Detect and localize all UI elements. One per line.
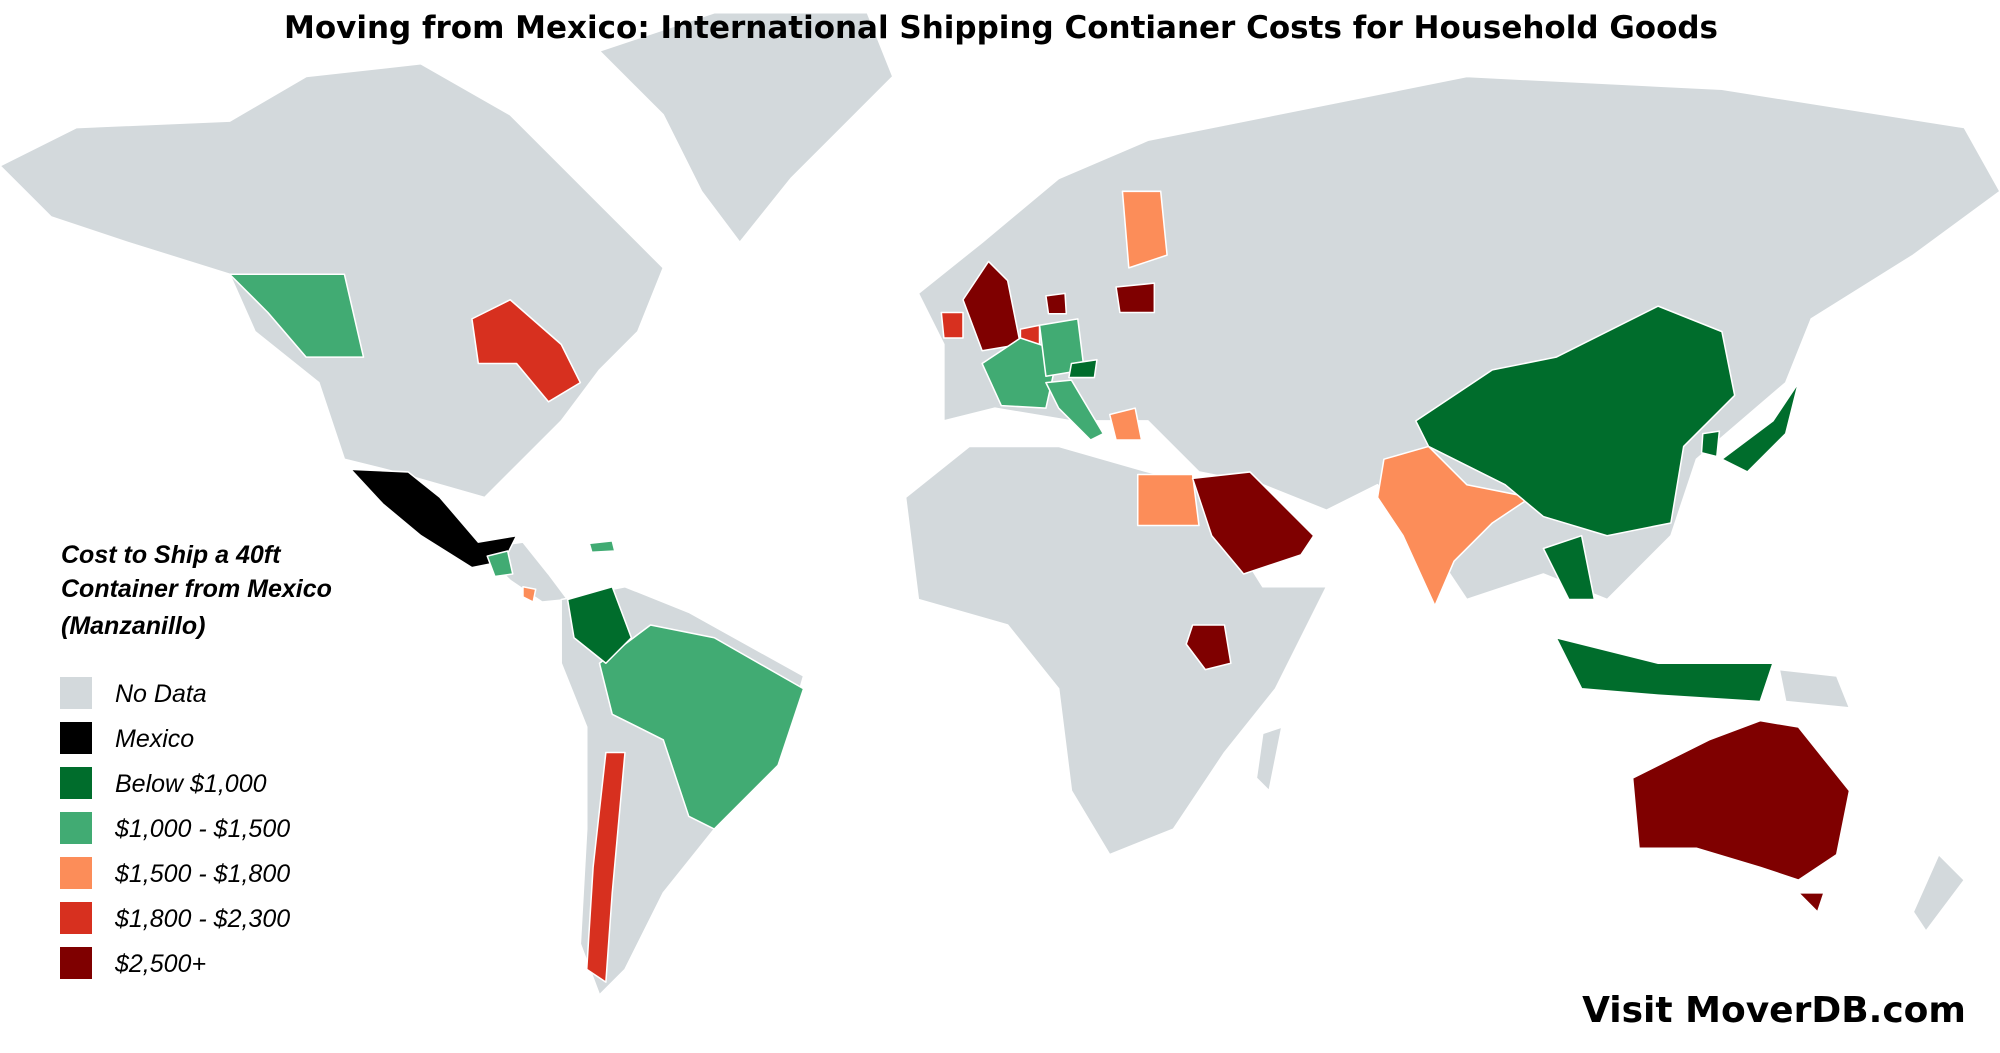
mexico [349,468,518,569]
legend-label: $1,000 - $1,500 [114,815,290,843]
legend-label: Mexico [115,725,194,753]
guatemala [486,550,514,578]
legend-label: No Data [115,680,207,708]
world-map [0,11,2000,996]
legend-label: $2,500+ [114,950,206,978]
legend: No Data Mexico Below $1,000 $1,000 - $1,500… [60,677,290,979]
british-columbia [228,273,365,358]
map-title: Moving from Mexico: International Shippi… [284,10,1718,46]
new-zealand [1912,853,1966,932]
colombia [566,585,633,665]
latvia [1115,282,1156,314]
caribbean-island [588,540,616,554]
greece [1108,407,1143,441]
japan [1721,381,1800,473]
united-kingdom [962,260,1022,352]
legend-swatch [60,902,92,934]
south-korea [1700,430,1721,458]
legend-swatch [60,812,92,844]
france [981,337,1060,409]
ontario [471,298,582,403]
legend-title: Cost to Ship a 40ft [61,541,282,569]
egypt [1136,473,1200,527]
legend-swatch [60,677,92,709]
saudi-arabia [1191,471,1315,575]
legend-swatch [60,767,92,799]
costa-rica [522,585,537,603]
india [1376,445,1532,607]
denmark [1045,292,1068,315]
tasmania [1797,892,1825,913]
legend-title: Container from Mexico [61,575,332,603]
new-guinea [1778,668,1851,709]
eurasia [917,75,2000,601]
ireland [940,311,964,339]
austria [1068,358,1098,379]
australia [1631,719,1851,881]
footer: Visit MoverDB.com [1582,990,1966,1031]
southeast-asia [1542,534,1596,601]
indonesia-malaysia [1555,636,1774,703]
chile [585,751,626,983]
legend-label: $1,800 - $2,300 [114,905,290,933]
legend-title: (Manzanillo) [61,612,205,640]
kenya [1185,624,1232,671]
madagascar [1255,726,1283,792]
legend-label: $1,500 - $1,800 [114,860,290,888]
legend-swatch [60,722,92,754]
africa [904,445,1328,856]
finland [1121,190,1168,269]
legend-swatch [60,857,92,889]
brazil [598,624,805,830]
greenland [598,11,894,244]
legend-swatch [60,947,92,979]
china [1415,305,1736,537]
italy [1045,379,1105,441]
legend-label: Below $1,000 [115,770,267,798]
